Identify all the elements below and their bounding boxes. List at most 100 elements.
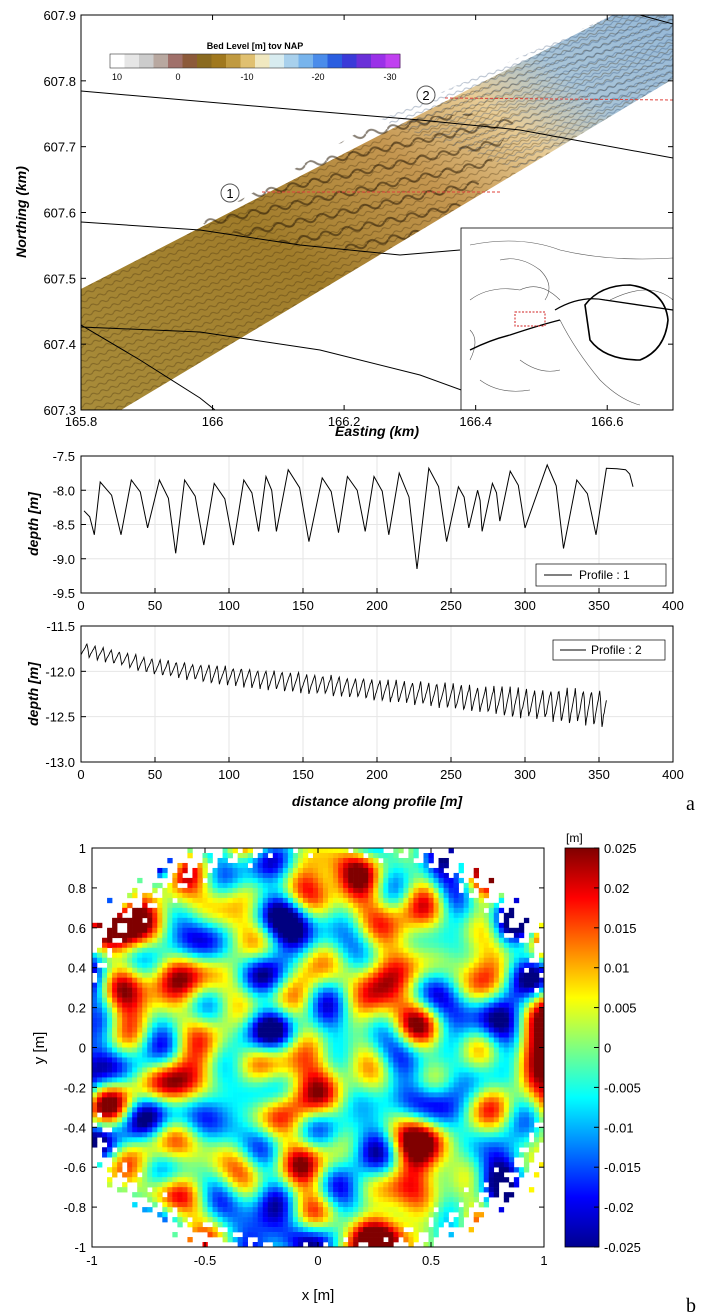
profile-2-legend-label: Profile : 2: [591, 643, 642, 657]
b-y-tick-label: 0.2: [68, 1001, 86, 1016]
colorbar-swatch: [356, 54, 372, 68]
profile-2-y-tick-label: -13.0: [45, 755, 75, 770]
profile-2-legend: Profile : 2: [552, 639, 666, 661]
b-x-tick-label: -1: [86, 1253, 98, 1268]
colorbar-tick: 0: [175, 72, 180, 82]
profile-1-x-tick-label: 150: [292, 598, 314, 613]
profile-2-x-tick-label: 400: [662, 767, 684, 782]
inset-map: [460, 227, 674, 411]
contour-line: [639, 15, 673, 25]
colorbar-swatch: [298, 54, 314, 68]
colorbar-swatch: [240, 54, 256, 68]
map-y-label: Northing (km): [13, 166, 29, 258]
b-y-tick-label: 0: [79, 1041, 86, 1056]
map-x-tick-label: 166.6: [591, 414, 624, 429]
colorbar-tick: -30: [383, 72, 396, 82]
b-colorbar: [m] 0.025 0.02 0.015 0.01 0.005 0 -0.005 -0.01 -…: [564, 831, 641, 1255]
b-colorbar-tick-label: 0: [604, 1041, 611, 1056]
map-y-tick-label: 607.9: [43, 8, 76, 23]
profile-1-x-tick-label: 100: [218, 598, 240, 613]
map-y-tick-label: 607.5: [43, 271, 76, 286]
map-x-tick-label: 166.4: [459, 414, 492, 429]
b-colorbar-tick-label: -0.01: [604, 1120, 634, 1135]
profile-1-legend-label: Profile : 1: [579, 568, 630, 582]
b-x-tick-label: 1: [540, 1253, 547, 1268]
profile-1-x-tick-label: 400: [662, 598, 684, 613]
panel-label-a: a: [686, 793, 695, 815]
profile-1-x-tick-label: 200: [366, 598, 388, 613]
colorbar-swatch: [197, 54, 212, 68]
profile-2-x-tick-label: 0: [77, 767, 84, 782]
b-colorbar-tick-label: 0.025: [604, 841, 637, 856]
colorbar-swatch: [284, 54, 299, 68]
b-y-tick-label: 1: [79, 841, 86, 856]
profile-1-y-tick-label: -8.5: [53, 518, 75, 533]
colorbar-swatch: [371, 54, 386, 68]
b-y-tick-label: -1: [74, 1240, 86, 1255]
map-panel: 1 2: [13, 8, 674, 439]
profile-marker-1: 1: [220, 183, 240, 203]
profile-2-x-tick-label: 100: [218, 767, 240, 782]
colorbar-swatch: [255, 54, 270, 68]
map-y-tick-label: 607.7: [43, 140, 76, 155]
b-colorbar-tick-label: -0.025: [604, 1240, 641, 1255]
profile-2-line: [444, 97, 673, 101]
b-x-tick-label: 0: [314, 1253, 321, 1268]
colorbar-swatch: [385, 54, 401, 68]
bed-level-colorbar: Bed Level [m] tov NAP 10 0 -10 -20 -30: [109, 40, 401, 82]
b-colorbar-tick-label: 0.02: [604, 881, 629, 896]
map-axes: 165.8 166 166.2 166.4 166.6 607.3 607.4 607.5 60…: [43, 8, 673, 429]
profile-1-x-tick-label: 250: [440, 598, 462, 613]
contour-line: [81, 326, 476, 396]
map-x-tick-label: 166: [202, 414, 224, 429]
b-colorbar-unit: [m]: [566, 831, 583, 845]
profile-2-panel: 0 50 100 150 200 250 300 350 400 -11.5 -12.0 -12.5 -…: [25, 619, 684, 809]
profile-1-x-tick-label: 0: [77, 598, 84, 613]
colorbar-swatch: [327, 54, 343, 68]
map-y-tick-label: 607.6: [43, 206, 76, 221]
b-y-tick-label: 0.6: [68, 921, 86, 936]
b-colorbar-tick-label: -0.02: [604, 1200, 634, 1215]
contour-line: [81, 221, 461, 256]
profile-1-y-tick-label: -8.0: [53, 483, 75, 498]
profile-2-x-label: distance along profile [m]: [292, 793, 464, 809]
b-y-tick-label: 0.4: [68, 961, 86, 976]
profile-2-x-tick-label: 150: [292, 767, 314, 782]
map-x-label: Easting (km): [335, 423, 419, 439]
b-colorbar-tick-label: 0.01: [604, 961, 629, 976]
b-colorbar-tick-label: 0.015: [604, 921, 637, 936]
colorbar-swatch: [182, 54, 198, 68]
panel-b: -1 -0.5 0 0.5 1 -1 -0.8 -0.6 -0.4 -0.2 0 0.2 0.4 0.6 0…: [31, 831, 641, 1304]
profile-1-y-tick-label: -7.5: [53, 449, 75, 464]
roughness-field: [92, 848, 544, 1247]
b-colorbar-tick-label: -0.005: [604, 1080, 641, 1095]
colorbar-tick: -20: [311, 72, 324, 82]
b-colorbar-tick-label: -0.015: [604, 1160, 641, 1175]
map-y-tick-label: 607.8: [43, 74, 76, 89]
b-y-tick-label: -0.8: [64, 1200, 86, 1215]
profile-2-series-line: [81, 643, 607, 727]
profile-1-panel: 0 50 100 150 200 250 300 350 400 -7.5 -8.0 -8.5 -9.0…: [25, 449, 684, 613]
profile-1-legend: Profile : 1: [535, 563, 667, 587]
dune-field: [200, 110, 520, 255]
profile-2-y-tick-label: -12.0: [45, 664, 75, 679]
svg-text:2: 2: [422, 88, 429, 103]
profile-2-x-tick-label: 250: [440, 767, 462, 782]
profile-1-x-tick-label: 350: [588, 598, 610, 613]
colorbar-tick: 10: [112, 72, 122, 82]
profile-2-x-tick-label: 350: [588, 767, 610, 782]
b-x-tick-label: 0.5: [422, 1253, 440, 1268]
colorbar-tick: -10: [240, 72, 253, 82]
profile-2-x-tick-label: 50: [148, 767, 162, 782]
profile-1-y-tick-label: -9.0: [53, 552, 75, 567]
map-x-tick-label: 166.2: [328, 414, 361, 429]
deep-ripples: [380, 15, 673, 170]
colorbar-swatch: [313, 54, 328, 68]
b-y-label: y [m]: [31, 1032, 48, 1065]
profile-1-series-line: [83, 463, 634, 570]
b-y-tick-label: -0.6: [64, 1160, 86, 1175]
b-x-label: x [m]: [302, 1287, 335, 1304]
b-x-tick-label: -0.5: [194, 1253, 216, 1268]
profile-1-x-tick-label: 50: [148, 598, 162, 613]
map-y-tick-label: 607.3: [43, 403, 76, 418]
